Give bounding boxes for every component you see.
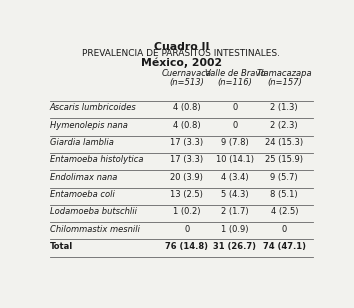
Text: 5 (4.3): 5 (4.3) bbox=[221, 190, 249, 199]
Text: 25 (15.9): 25 (15.9) bbox=[265, 155, 303, 164]
Text: 31 (26.7): 31 (26.7) bbox=[213, 242, 256, 251]
Text: 17 (3.3): 17 (3.3) bbox=[170, 155, 204, 164]
Text: 9 (7.8): 9 (7.8) bbox=[221, 138, 249, 147]
Text: 8 (5.1): 8 (5.1) bbox=[270, 190, 298, 199]
Text: Cuernavaca: Cuernavaca bbox=[162, 70, 212, 79]
Text: 13 (2.5): 13 (2.5) bbox=[171, 190, 203, 199]
Text: (n=157): (n=157) bbox=[267, 78, 302, 87]
Text: (n=513): (n=513) bbox=[170, 78, 204, 87]
Text: 24 (15.3): 24 (15.3) bbox=[265, 138, 303, 147]
Text: Entamoeba histolytica: Entamoeba histolytica bbox=[50, 155, 143, 164]
Text: Tlamacazapa: Tlamacazapa bbox=[257, 70, 312, 79]
Text: Hymenolepis nana: Hymenolepis nana bbox=[50, 121, 127, 130]
Text: Total: Total bbox=[50, 242, 73, 251]
Text: 2 (2.3): 2 (2.3) bbox=[270, 121, 298, 130]
Text: 10 (14.1): 10 (14.1) bbox=[216, 155, 254, 164]
Text: Entamoeba coli: Entamoeba coli bbox=[50, 190, 115, 199]
Text: México, 2002: México, 2002 bbox=[141, 58, 222, 68]
Text: Endolimax nana: Endolimax nana bbox=[50, 172, 117, 182]
Text: Chilommastix mesnili: Chilommastix mesnili bbox=[50, 225, 140, 233]
Text: 0: 0 bbox=[184, 225, 189, 233]
Text: 74 (47.1): 74 (47.1) bbox=[263, 242, 306, 251]
Text: 4 (3.4): 4 (3.4) bbox=[221, 172, 249, 182]
Text: Lodamoeba butschlii: Lodamoeba butschlii bbox=[50, 207, 137, 216]
Text: 20 (3.9): 20 (3.9) bbox=[171, 172, 203, 182]
Text: 4 (0.8): 4 (0.8) bbox=[173, 121, 201, 130]
Text: 76 (14.8): 76 (14.8) bbox=[165, 242, 209, 251]
Text: 1 (0.2): 1 (0.2) bbox=[173, 207, 201, 216]
Text: 17 (3.3): 17 (3.3) bbox=[170, 138, 204, 147]
Text: Cuadro II: Cuadro II bbox=[154, 42, 209, 52]
Text: Valle de Bravo: Valle de Bravo bbox=[205, 70, 265, 79]
Text: 2 (1.7): 2 (1.7) bbox=[221, 207, 249, 216]
Text: 4 (2.5): 4 (2.5) bbox=[270, 207, 298, 216]
Text: 9 (5.7): 9 (5.7) bbox=[270, 172, 298, 182]
Text: 0: 0 bbox=[232, 103, 238, 112]
Text: 0: 0 bbox=[282, 225, 287, 233]
Text: (n=116): (n=116) bbox=[217, 78, 252, 87]
Text: 2 (1.3): 2 (1.3) bbox=[270, 103, 298, 112]
Text: 4 (0.8): 4 (0.8) bbox=[173, 103, 201, 112]
Text: 1 (0.9): 1 (0.9) bbox=[221, 225, 249, 233]
Text: Giardia lamblia: Giardia lamblia bbox=[50, 138, 114, 147]
Text: PREVALENCIA DE PARÁSITOS INTESTINALES.: PREVALENCIA DE PARÁSITOS INTESTINALES. bbox=[82, 49, 280, 58]
Text: 0: 0 bbox=[232, 121, 238, 130]
Text: Ascaris lumbricoides: Ascaris lumbricoides bbox=[50, 103, 137, 112]
